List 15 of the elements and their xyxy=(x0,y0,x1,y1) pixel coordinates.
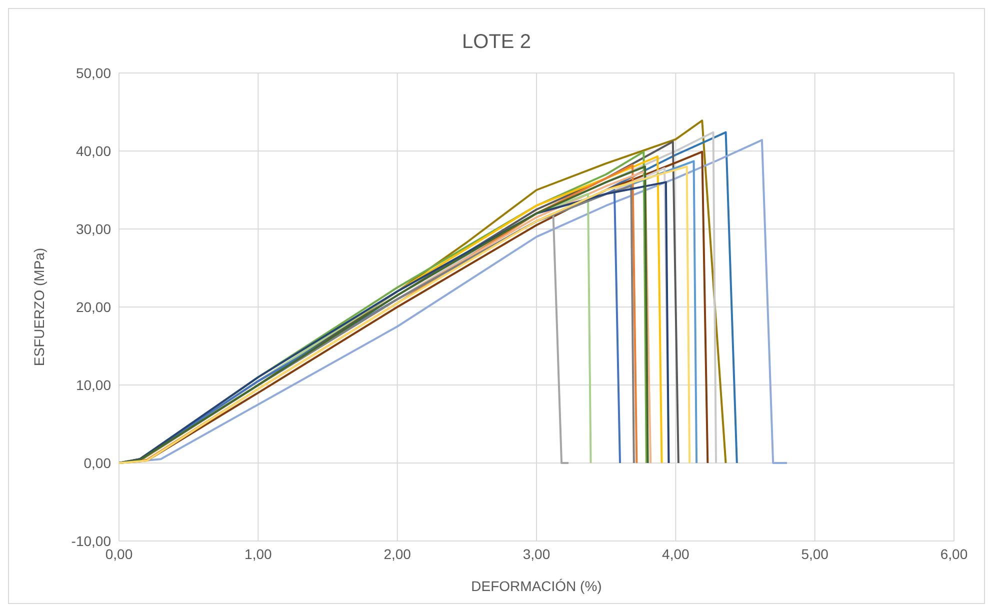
y-tick-label: 10,00 xyxy=(76,376,112,393)
x-tick-label: 6,00 xyxy=(940,546,968,562)
y-tick-label: 50,00 xyxy=(76,64,112,81)
y-tick-label: 30,00 xyxy=(76,220,112,237)
x-axis-title: DEFORMACIÓN (%) xyxy=(471,578,602,594)
x-tick-label: 5,00 xyxy=(801,546,829,562)
y-tick-label: 40,00 xyxy=(76,142,112,159)
y-axis-title: ESFUERZO (MPa) xyxy=(30,248,47,366)
x-tick-label: 3,00 xyxy=(522,546,550,562)
x-tick-label: 2,00 xyxy=(384,546,412,562)
y-tick-label: 20,00 xyxy=(76,298,112,315)
x-tick-label: 1,00 xyxy=(244,546,272,562)
y-tick-label: 0,00 xyxy=(84,454,112,471)
x-tick-label: 4,00 xyxy=(662,546,690,562)
chart-title: LOTE 2 xyxy=(461,30,532,55)
